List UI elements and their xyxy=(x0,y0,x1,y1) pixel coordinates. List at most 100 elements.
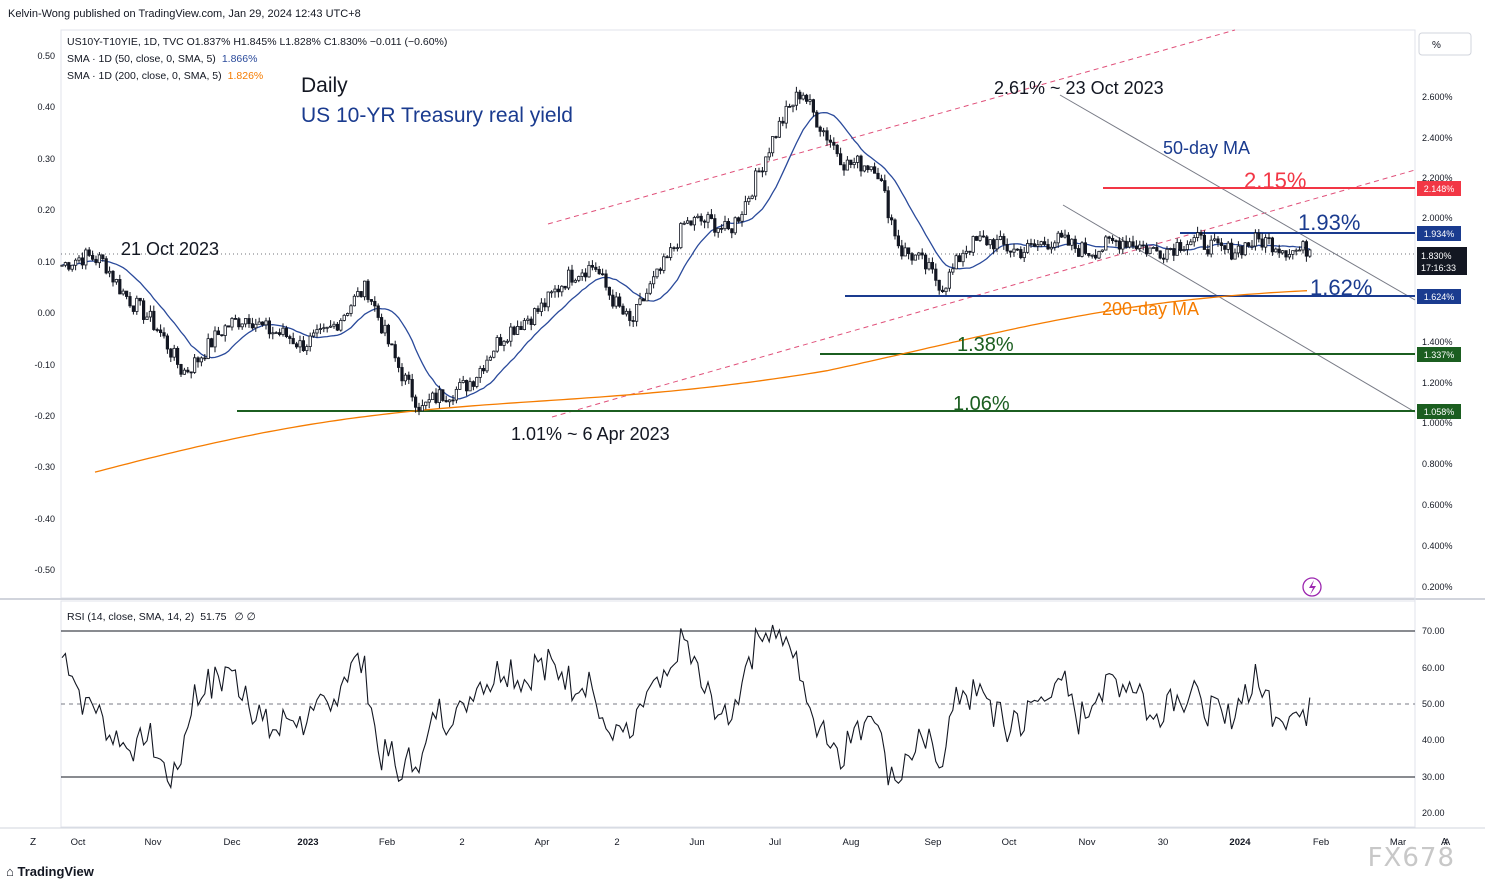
descending-support-line[interactable] xyxy=(1062,204,1416,413)
candle-up xyxy=(638,298,642,305)
candle-down xyxy=(247,318,251,325)
candle-down xyxy=(519,326,523,331)
candle-down xyxy=(407,374,411,380)
candle-down xyxy=(811,99,816,113)
candle-up xyxy=(74,259,78,266)
candle-down xyxy=(1230,242,1234,260)
candle-down xyxy=(471,381,476,387)
candle-up xyxy=(403,374,408,382)
candle-down xyxy=(226,325,231,328)
candle-up xyxy=(342,314,346,321)
left-axis-tick: 0.40 xyxy=(37,102,55,112)
time-axis-tick: Mar xyxy=(1390,837,1406,848)
candle-up xyxy=(1185,244,1189,250)
percent-toggle-button[interactable]: % xyxy=(1418,32,1472,56)
candle-down xyxy=(335,323,340,331)
lower-channel-line[interactable] xyxy=(551,169,1416,418)
candle-down xyxy=(781,120,785,124)
candle-up xyxy=(383,324,387,334)
candle-up xyxy=(502,340,506,346)
zoom-icon[interactable]: Z xyxy=(30,837,36,848)
time-axis[interactable]: Oct Nov Dec 2023 Feb 2 Apr 2 Jun Jul Aug Sep Oct Nov 3… xyxy=(71,837,1451,848)
candle-up xyxy=(1063,234,1067,238)
candle-down xyxy=(720,227,724,230)
sma200-legend[interactable]: SMA · 1D (200, close, 0, SMA, 5) 1.826% xyxy=(67,70,263,82)
candle-up xyxy=(485,359,489,372)
candle-down xyxy=(369,299,374,302)
candle-down xyxy=(924,254,928,270)
left-y-axis[interactable]: 0.50 0.40 0.30 0.20 0.10 0.00 -0.10 -0.20 -0.30 -… xyxy=(34,51,55,575)
chart-title: US 10-YR Treasury real yield xyxy=(301,104,573,127)
candle-down xyxy=(417,406,421,412)
candle-down xyxy=(590,264,595,268)
candle-up xyxy=(1022,251,1026,259)
rsi-axis[interactable]: 70.00 60.00 50.00 40.00 30.00 20.00 xyxy=(1422,626,1445,818)
candle-down xyxy=(832,141,836,146)
candle-up xyxy=(743,201,748,215)
lightning-icon[interactable] xyxy=(1302,577,1322,597)
candle-up xyxy=(662,256,666,271)
candle-down xyxy=(658,268,663,271)
candle-down xyxy=(111,270,115,283)
candle-down xyxy=(233,318,237,320)
candle-up xyxy=(903,247,907,257)
rsi-line[interactable] xyxy=(61,624,1311,790)
candle-down xyxy=(601,273,605,276)
candle-down xyxy=(713,218,717,233)
candle-up xyxy=(475,376,479,387)
candle-up xyxy=(1213,238,1217,241)
candle-up xyxy=(978,235,982,241)
candle-up xyxy=(77,257,81,261)
auto-scale-icon[interactable]: A xyxy=(1441,837,1448,848)
candle-down xyxy=(67,262,71,270)
candle-up xyxy=(172,347,176,358)
candle-up xyxy=(328,325,333,328)
candle-up xyxy=(947,271,952,289)
candle-up xyxy=(553,288,557,293)
right-y-axis[interactable]: 2.600% 2.400% 2.200% 2.000% 1.400% 1.200% 1.00… xyxy=(1422,92,1453,592)
candle-down xyxy=(879,178,884,182)
candle-up xyxy=(70,264,74,270)
candle-down xyxy=(628,310,632,321)
sma50-line[interactable] xyxy=(61,111,1310,400)
candle-up xyxy=(988,239,992,246)
sma200-line[interactable] xyxy=(94,290,1308,473)
candle-up xyxy=(97,254,101,264)
candle-down xyxy=(91,255,95,260)
candle-down xyxy=(101,254,105,260)
candle-down xyxy=(158,329,163,334)
candle-down xyxy=(444,400,448,403)
left-axis-tick: -0.10 xyxy=(34,360,55,370)
candle-up xyxy=(1070,238,1074,246)
candle-down xyxy=(1267,237,1271,240)
price-pane-border xyxy=(60,29,1416,599)
candle-up xyxy=(1039,241,1043,246)
rsi-legend[interactable]: RSI (14, close, SMA, 14, 2) 51.75 ∅ ∅ xyxy=(67,611,256,623)
upper-channel-line[interactable] xyxy=(547,29,1236,225)
candle-up xyxy=(1026,243,1030,253)
publisher-text: Kelvin-Wong published on TradingView.com… xyxy=(8,8,361,20)
candle-down xyxy=(1247,242,1251,247)
candle-down xyxy=(607,286,612,296)
candle-up xyxy=(995,239,999,250)
candle-up xyxy=(305,346,309,352)
time-axis-tick: Feb xyxy=(1313,837,1329,848)
candle-up xyxy=(1298,249,1302,252)
candle-up xyxy=(764,156,768,172)
candle-down xyxy=(373,300,377,307)
candle-down xyxy=(1046,244,1050,250)
candle-up xyxy=(1182,249,1186,251)
candle-down xyxy=(1270,237,1274,253)
time-axis-tick: Oct xyxy=(71,837,86,848)
sma50-legend[interactable]: SMA · 1D (50, close, 0, SMA, 5) 1.866% xyxy=(67,53,257,65)
candle-down xyxy=(1304,241,1308,257)
symbol-legend[interactable]: US10Y-T10YIE, 1D, TVC O1.837% H1.845% L1… xyxy=(67,36,447,48)
descending-resistance-line[interactable] xyxy=(1059,94,1416,301)
tradingview-logo[interactable]: ⌂ TradingView xyxy=(6,864,94,879)
candlestick-series[interactable] xyxy=(60,86,1312,416)
candle-down xyxy=(1005,244,1009,252)
candle-up xyxy=(362,280,367,298)
candle-up xyxy=(645,292,649,302)
candle-up xyxy=(192,357,197,373)
